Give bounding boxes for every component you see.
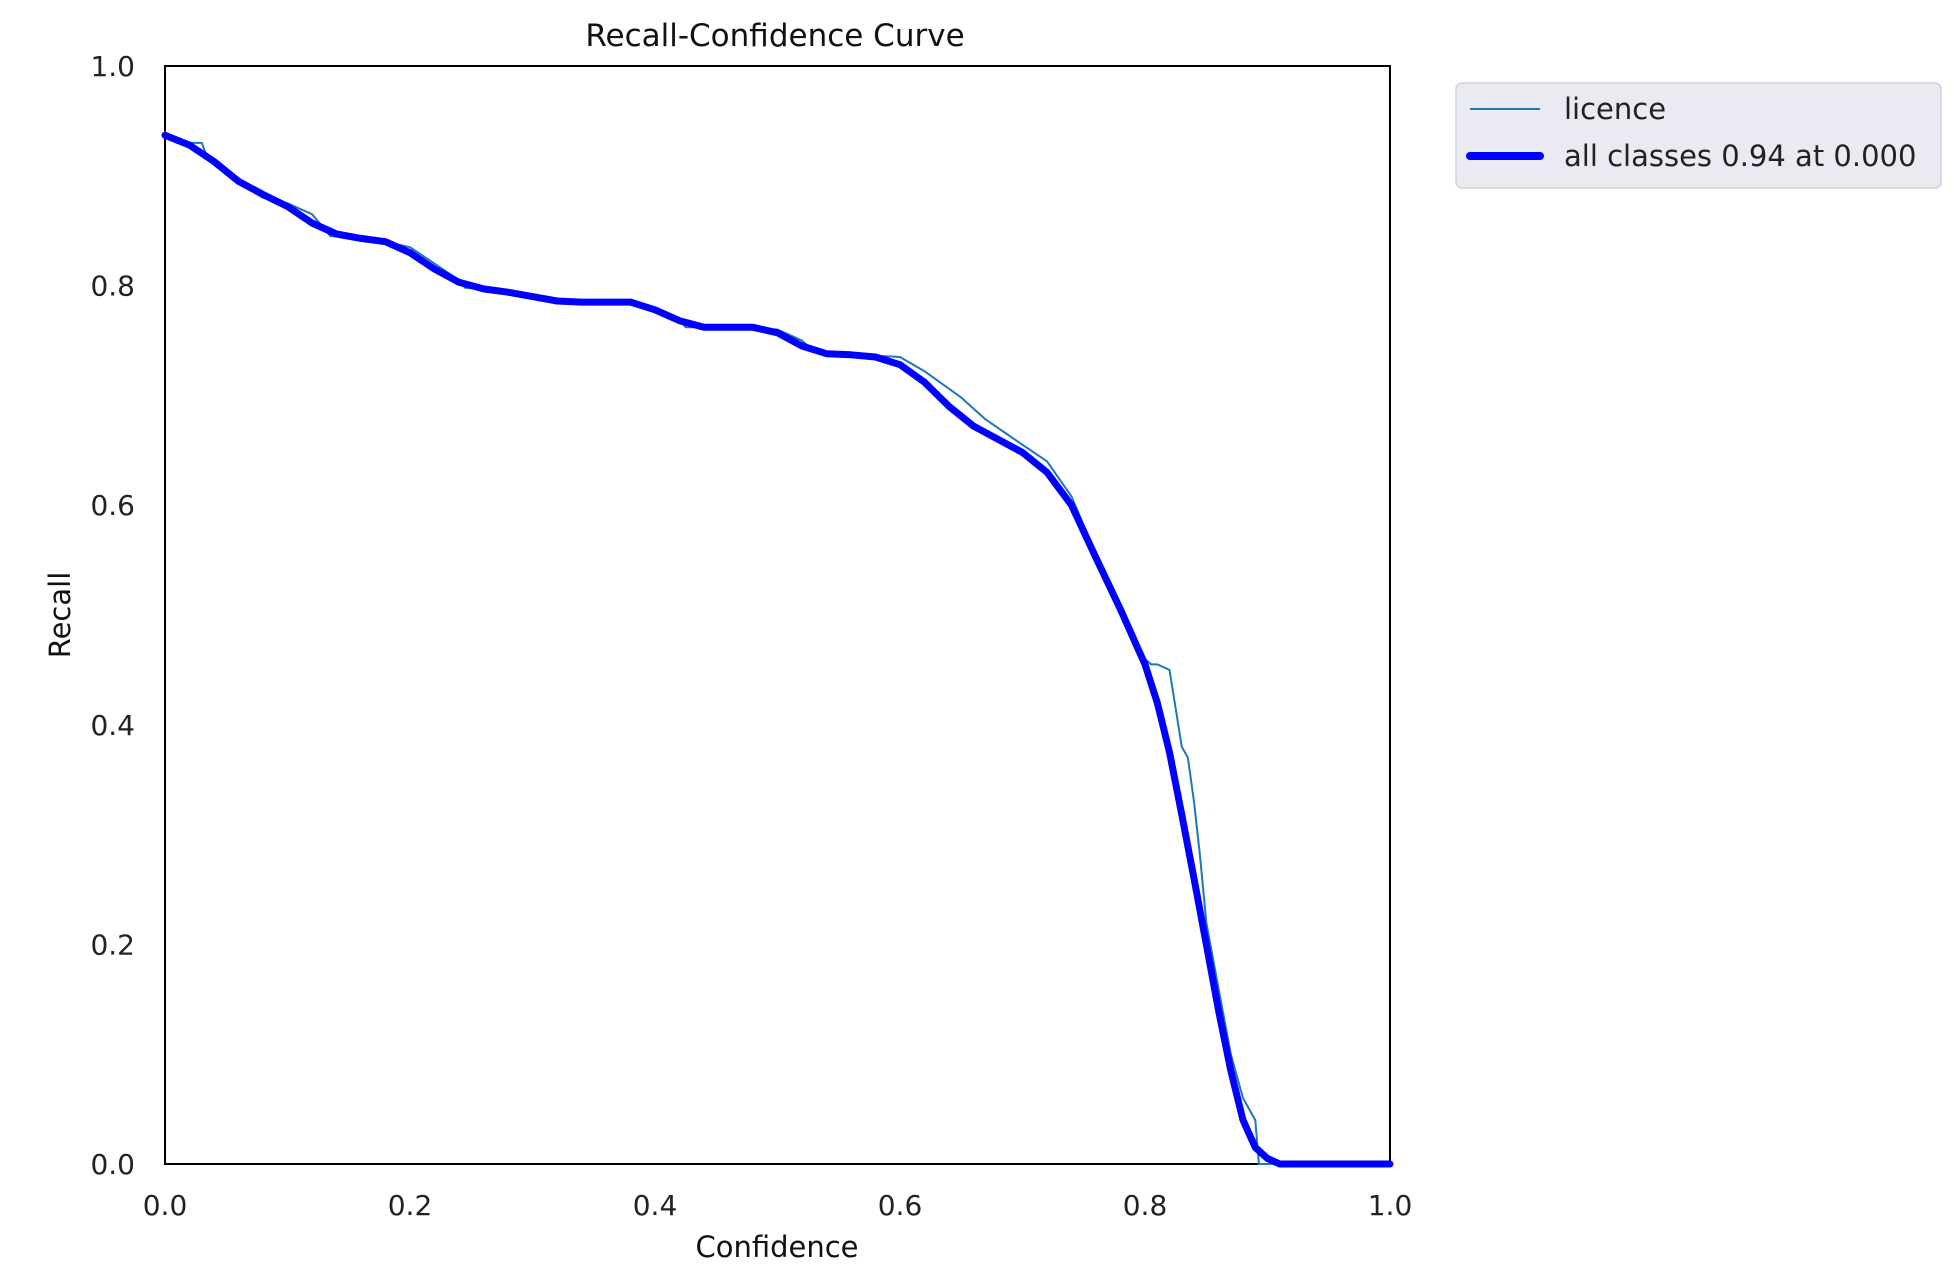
y-tick-label: 1.0	[90, 50, 135, 83]
series-layer	[161, 130, 1394, 1168]
y-tick-label: 0.0	[90, 1148, 135, 1181]
y-axis-title: Recall	[43, 572, 77, 659]
series-line-all-classes	[161, 131, 1394, 1168]
legend-label-all-classes: all classes 0.94 at 0.000	[1564, 139, 1916, 173]
x-tick-label: 0.0	[143, 1189, 188, 1222]
plot-frame	[164, 65, 1391, 1165]
legend-box	[1455, 82, 1942, 189]
y-tick-label: 0.2	[90, 928, 135, 961]
x-tick-label: 0.8	[1123, 1189, 1168, 1222]
x-axis-title: Confidence	[695, 1230, 858, 1264]
y-tick-label: 0.8	[90, 270, 135, 303]
y-tick-label: 0.4	[90, 709, 135, 742]
x-tick-label: 0.6	[878, 1189, 923, 1222]
x-tick-label: 1.0	[1368, 1189, 1413, 1222]
legend-label-licence: licence	[1564, 92, 1666, 126]
x-axis-ticks: 0.0 0.2 0.4 0.6 0.8 1.0	[143, 1189, 1413, 1222]
chart-title: Recall-Confidence Curve	[585, 18, 964, 54]
y-tick-label: 0.6	[90, 489, 135, 522]
y-axis-ticks: 0.0 0.2 0.4 0.6 0.8 1.0	[90, 50, 135, 1181]
x-tick-label: 0.2	[388, 1189, 433, 1222]
x-tick-label: 0.4	[633, 1189, 678, 1222]
legend: licence all classes 0.94 at 0.000	[1455, 82, 1942, 189]
